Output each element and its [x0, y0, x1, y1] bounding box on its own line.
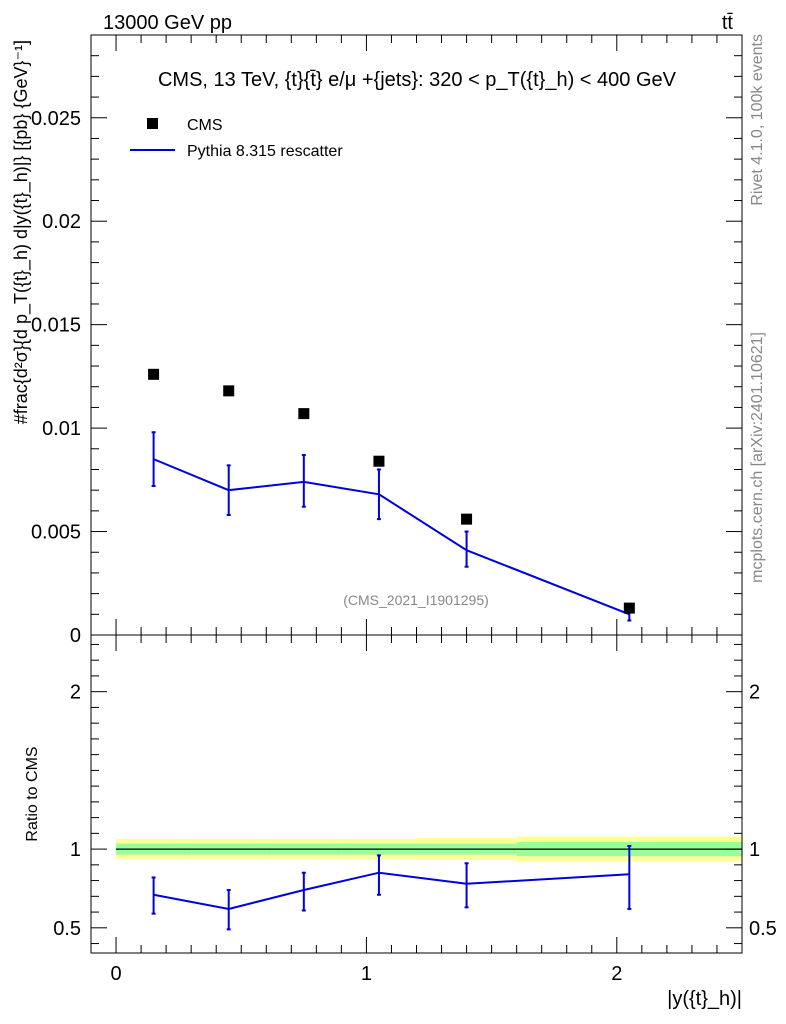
ratio-ytick-label: 0.5	[53, 918, 81, 940]
chart-title: CMS, 13 TeV, {t}{t̄} e/μ +{jets}: 320 < …	[158, 69, 677, 91]
ratio-ticks	[90, 635, 743, 953]
main-ytick-label: 0.02	[42, 211, 81, 233]
ratio-mc-line	[153, 871, 630, 910]
main-y-label: #frac{d²σ}{d p_T({t}_h) d|y({t}_h)|} [{p…	[11, 40, 32, 424]
mc-line	[153, 458, 630, 616]
main-ytick-label: 0	[70, 625, 81, 647]
legend: CMS Pythia 8.315 rescatter	[130, 117, 343, 160]
legend-mc-label: Pythia 8.315 rescatter	[187, 143, 343, 160]
ratio-ytick-label-right: 1	[749, 839, 760, 861]
ratio-ytick-label-right: 0.5	[749, 918, 777, 940]
ratio-ytick-label: 1	[70, 839, 81, 861]
ratio-panel: 0.5 0.5 1 1 2 2 0 1 2 Ratio to CMS |y({t}_h)|	[24, 634, 777, 1010]
cms-point	[223, 385, 235, 397]
ratio-ytick-label-right: 2	[749, 682, 760, 704]
cms-series	[148, 368, 635, 614]
legend-cms-label: CMS	[187, 117, 223, 134]
ratio-y-label: Ratio to CMS	[24, 746, 41, 841]
rivet-label: Rivet 4.1.0, 100k events	[749, 34, 766, 206]
cms-point	[298, 408, 310, 420]
main-ytick-labels: 0 0.005 0.01 0.015 0.02 0.025	[31, 108, 81, 647]
ratio-ytick-labels: 0.5 0.5 1 1 2 2	[53, 682, 777, 940]
header-right: tt̄	[722, 12, 734, 34]
cms-point	[148, 368, 160, 380]
header-left: 13000 GeV pp	[103, 12, 232, 34]
legend-cms-marker	[147, 118, 158, 129]
mcplots-label: mcplots.cern.ch [arXiv:2401.10621]	[749, 332, 766, 583]
main-ytick-label: 0.005	[31, 522, 81, 544]
cms-point	[373, 455, 385, 467]
ratio-xtick-label: 2	[611, 963, 622, 985]
ratio-mc-series	[151, 844, 632, 931]
x-axis-label: |y({t}_h)|	[667, 988, 742, 1010]
ratio-xtick-labels: 0 1 2	[110, 963, 622, 985]
mc-series	[151, 431, 632, 622]
ratio-frame	[90, 634, 743, 954]
ratio-xtick-label: 0	[110, 963, 121, 985]
main-ticks	[90, 34, 743, 636]
cms-point	[461, 513, 473, 525]
ratio-xtick-label: 1	[361, 963, 372, 985]
cms-point	[623, 602, 635, 614]
main-panel: 0 0.005 0.01 0.015 0.02 0.025 CMS, 13 TeV, {t…	[11, 34, 743, 647]
main-ytick-label: 0.025	[31, 108, 81, 130]
main-ytick-label: 0.01	[42, 418, 81, 440]
watermark: (CMS_2021_I1901295)	[343, 592, 489, 608]
ratio-ytick-label: 2	[70, 682, 81, 704]
main-ytick-label: 0.015	[31, 315, 81, 337]
